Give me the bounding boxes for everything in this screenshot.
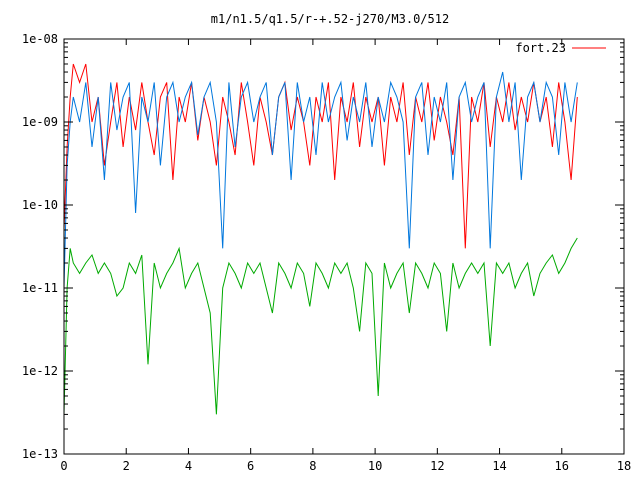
axis-layer: 0 2 4 6 8 10 12 14 16 18 1e-08 1e-09 1e-10 1e-11 1e-12… (22, 32, 631, 473)
y-tick-label: 1e-08 (22, 32, 58, 46)
x-tick-label: 18 (617, 459, 631, 473)
series-line-3 (63, 237, 578, 415)
series-line-2 (63, 71, 578, 289)
x-tick-label: 2 (123, 459, 130, 473)
legend: fort.23 (515, 41, 606, 55)
x-tick-label: 4 (185, 459, 192, 473)
y-tick-label: 1e-12 (22, 364, 58, 378)
x-tick-label: 14 (492, 459, 506, 473)
y-tick-label: 1e-11 (22, 281, 58, 295)
y-tick-label: 1e-09 (22, 115, 58, 129)
legend-label: fort.23 (515, 41, 566, 55)
x-tick-label: 12 (430, 459, 444, 473)
x-tick-label: 6 (247, 459, 254, 473)
x-tick-label: 0 (60, 459, 67, 473)
chart-title: m1/n1.5/q1.5/r-+.52-j270/M3.0/512 (211, 12, 449, 26)
x-tick-label: 8 (309, 459, 316, 473)
series-layer (63, 63, 578, 415)
x-tick-label: 16 (555, 459, 569, 473)
plot-frame (63, 38, 625, 455)
x-tick-label: 10 (368, 459, 382, 473)
y-tick-label: 1e-13 (22, 447, 58, 461)
y-tick-label: 1e-10 (22, 198, 58, 212)
series-line-1 (63, 63, 578, 249)
